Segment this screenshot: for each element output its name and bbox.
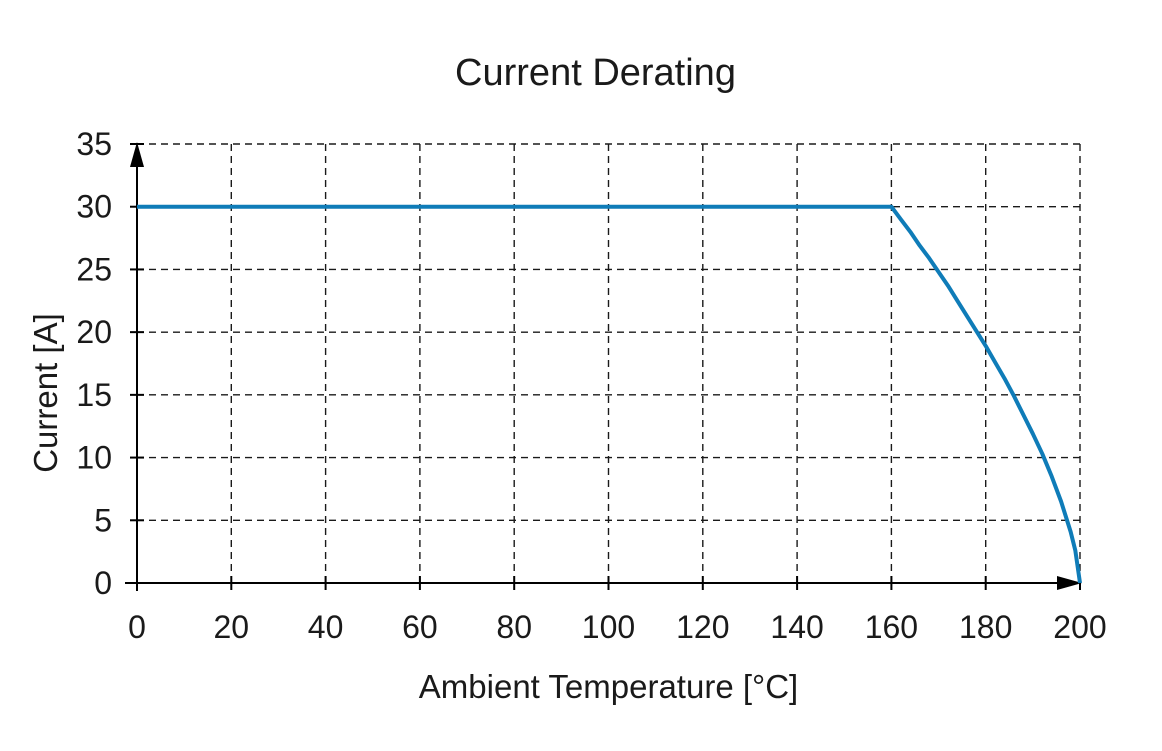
y-tick-label: 35	[76, 126, 112, 162]
x-tick-label: 180	[959, 609, 1012, 645]
y-tick-label: 30	[76, 189, 112, 225]
x-tick-label: 160	[865, 609, 918, 645]
x-tick-label: 40	[308, 609, 344, 645]
y-tick-label: 0	[94, 565, 112, 601]
y-tick-label: 25	[76, 251, 112, 287]
data-line-current	[137, 204, 1082, 584]
y-tick-label: 10	[76, 440, 112, 476]
x-tick-label: 80	[496, 609, 532, 645]
x-tick-label: 60	[402, 609, 438, 645]
x-tick-label: 100	[582, 609, 635, 645]
chart-title: Current Derating	[455, 52, 736, 94]
x-axis-arrow	[1057, 576, 1082, 590]
x-tick-label: 20	[214, 609, 250, 645]
y-tick-label: 15	[76, 377, 112, 413]
x-tick-label: 140	[770, 609, 823, 645]
y-tick-label: 20	[76, 314, 112, 350]
x-tick-label: 200	[1053, 609, 1106, 645]
x-axis-label: Ambient Temperature [°C]	[418, 668, 799, 705]
y-tick-label: 5	[94, 502, 112, 538]
y-axis-label: Current [A]	[27, 313, 64, 473]
x-tick-label: 120	[676, 609, 729, 645]
y-axis-arrow	[130, 142, 144, 167]
x-tick-label: 0	[128, 609, 146, 645]
